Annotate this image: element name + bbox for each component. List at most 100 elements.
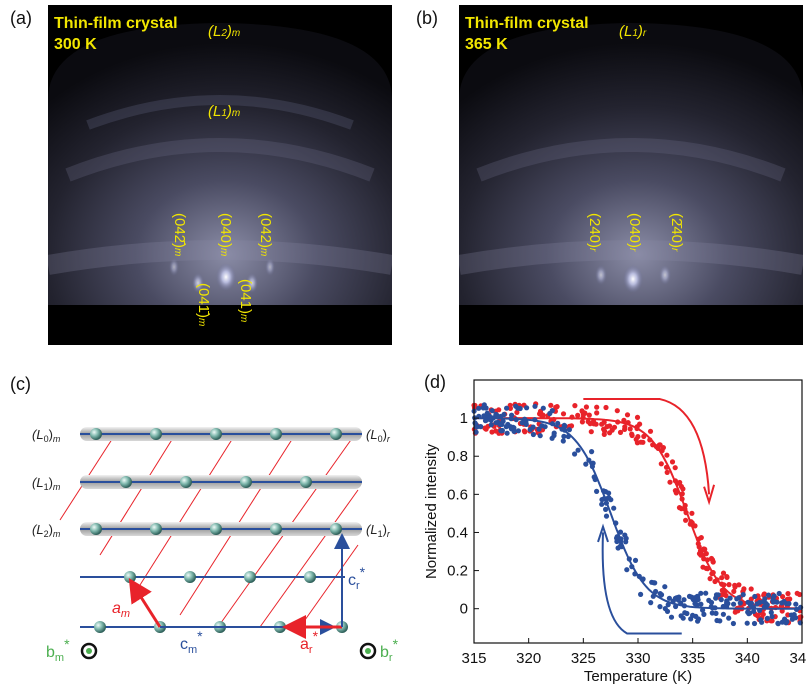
data-point	[622, 532, 628, 538]
data-point	[638, 439, 644, 445]
data-point	[793, 615, 799, 621]
data-point	[720, 611, 726, 617]
data-point	[591, 474, 597, 480]
data-point	[572, 451, 578, 457]
data-point	[599, 497, 605, 503]
data-point	[515, 428, 521, 434]
data-point	[635, 434, 641, 440]
x-tick-label: 315	[461, 650, 486, 667]
data-point	[638, 591, 644, 597]
data-point	[549, 435, 555, 441]
data-point	[712, 578, 718, 585]
data-point	[482, 418, 489, 424]
lattice-schematic: (L0)m (L1)m (L2)m (L0)r (L1)r am* cm* ar…	[32, 427, 399, 664]
data-point	[632, 557, 639, 563]
data-point	[681, 603, 687, 609]
data-point	[713, 595, 719, 601]
data-point	[665, 602, 671, 608]
data-point	[476, 405, 482, 411]
data-point	[658, 592, 665, 598]
data-point	[737, 600, 743, 606]
data-point	[664, 452, 670, 458]
x-tick-label: 340	[735, 650, 760, 667]
data-point	[478, 424, 484, 430]
x-tick-label: 325	[571, 650, 596, 667]
data-point	[726, 615, 732, 621]
data-point	[797, 614, 803, 620]
data-point	[679, 496, 685, 502]
data-point	[619, 544, 625, 550]
data-point	[691, 595, 697, 601]
data-point	[676, 505, 683, 511]
data-point	[785, 591, 791, 597]
data-point	[594, 404, 600, 410]
data-point	[537, 433, 543, 439]
data-point	[614, 408, 620, 414]
data-point	[757, 607, 763, 613]
am-star-label: am*	[112, 592, 136, 620]
data-point	[754, 613, 760, 619]
data-point	[524, 405, 530, 411]
y-tick-label: 0.6	[447, 486, 468, 503]
data-point	[606, 490, 612, 496]
data-point	[497, 413, 504, 420]
data-point	[514, 409, 520, 415]
reflection-041bar-m: (041̄)m	[195, 283, 212, 327]
data-point	[617, 529, 624, 535]
data-point	[611, 505, 617, 511]
data-point	[705, 566, 711, 572]
data-point	[607, 423, 613, 429]
data-point	[474, 424, 480, 430]
data-point	[565, 433, 571, 440]
data-point	[724, 574, 730, 580]
data-point	[713, 610, 719, 616]
data-point	[547, 410, 553, 417]
data-point	[736, 582, 742, 588]
data-point	[782, 616, 788, 622]
data-point	[666, 595, 672, 601]
data-point	[607, 430, 613, 436]
x-tick-label: 335	[680, 650, 705, 667]
data-point	[647, 428, 654, 434]
panel-b-title-line2: 365 K	[465, 36, 508, 53]
data-point	[513, 417, 519, 423]
data-point	[708, 599, 715, 606]
data-point	[493, 420, 499, 426]
data-point	[668, 614, 675, 620]
data-point	[747, 610, 753, 616]
data-point	[764, 602, 770, 608]
data-point	[736, 595, 742, 601]
layer-label-L1-m: (L1)m	[32, 475, 61, 492]
data-point	[614, 534, 620, 540]
data-point	[629, 431, 635, 437]
data-point	[625, 420, 631, 426]
data-point	[508, 416, 514, 422]
data-point	[653, 588, 659, 595]
data-point	[594, 410, 600, 416]
data-point	[589, 463, 595, 470]
data-point	[726, 582, 732, 588]
data-point	[624, 412, 631, 418]
data-point	[664, 608, 671, 614]
data-point	[780, 594, 786, 600]
data-point	[747, 602, 754, 608]
br-axis-symbol	[359, 642, 377, 660]
y-tick-label: 0	[460, 601, 468, 618]
data-point	[723, 592, 729, 599]
data-point	[775, 620, 781, 626]
y-tick-label: 0.2	[447, 563, 468, 580]
data-point	[731, 588, 737, 594]
data-point	[504, 405, 510, 411]
data-point	[532, 403, 538, 409]
data-point	[641, 433, 647, 439]
data-point	[692, 601, 698, 607]
panel-label-d: (d)	[424, 372, 446, 392]
data-point	[634, 425, 640, 432]
data-point	[776, 590, 782, 597]
data-point	[689, 520, 695, 526]
data-point	[710, 570, 716, 576]
direction-arrow	[703, 484, 716, 506]
data-point	[678, 483, 684, 490]
data-point	[586, 457, 592, 463]
data-point	[559, 426, 565, 432]
